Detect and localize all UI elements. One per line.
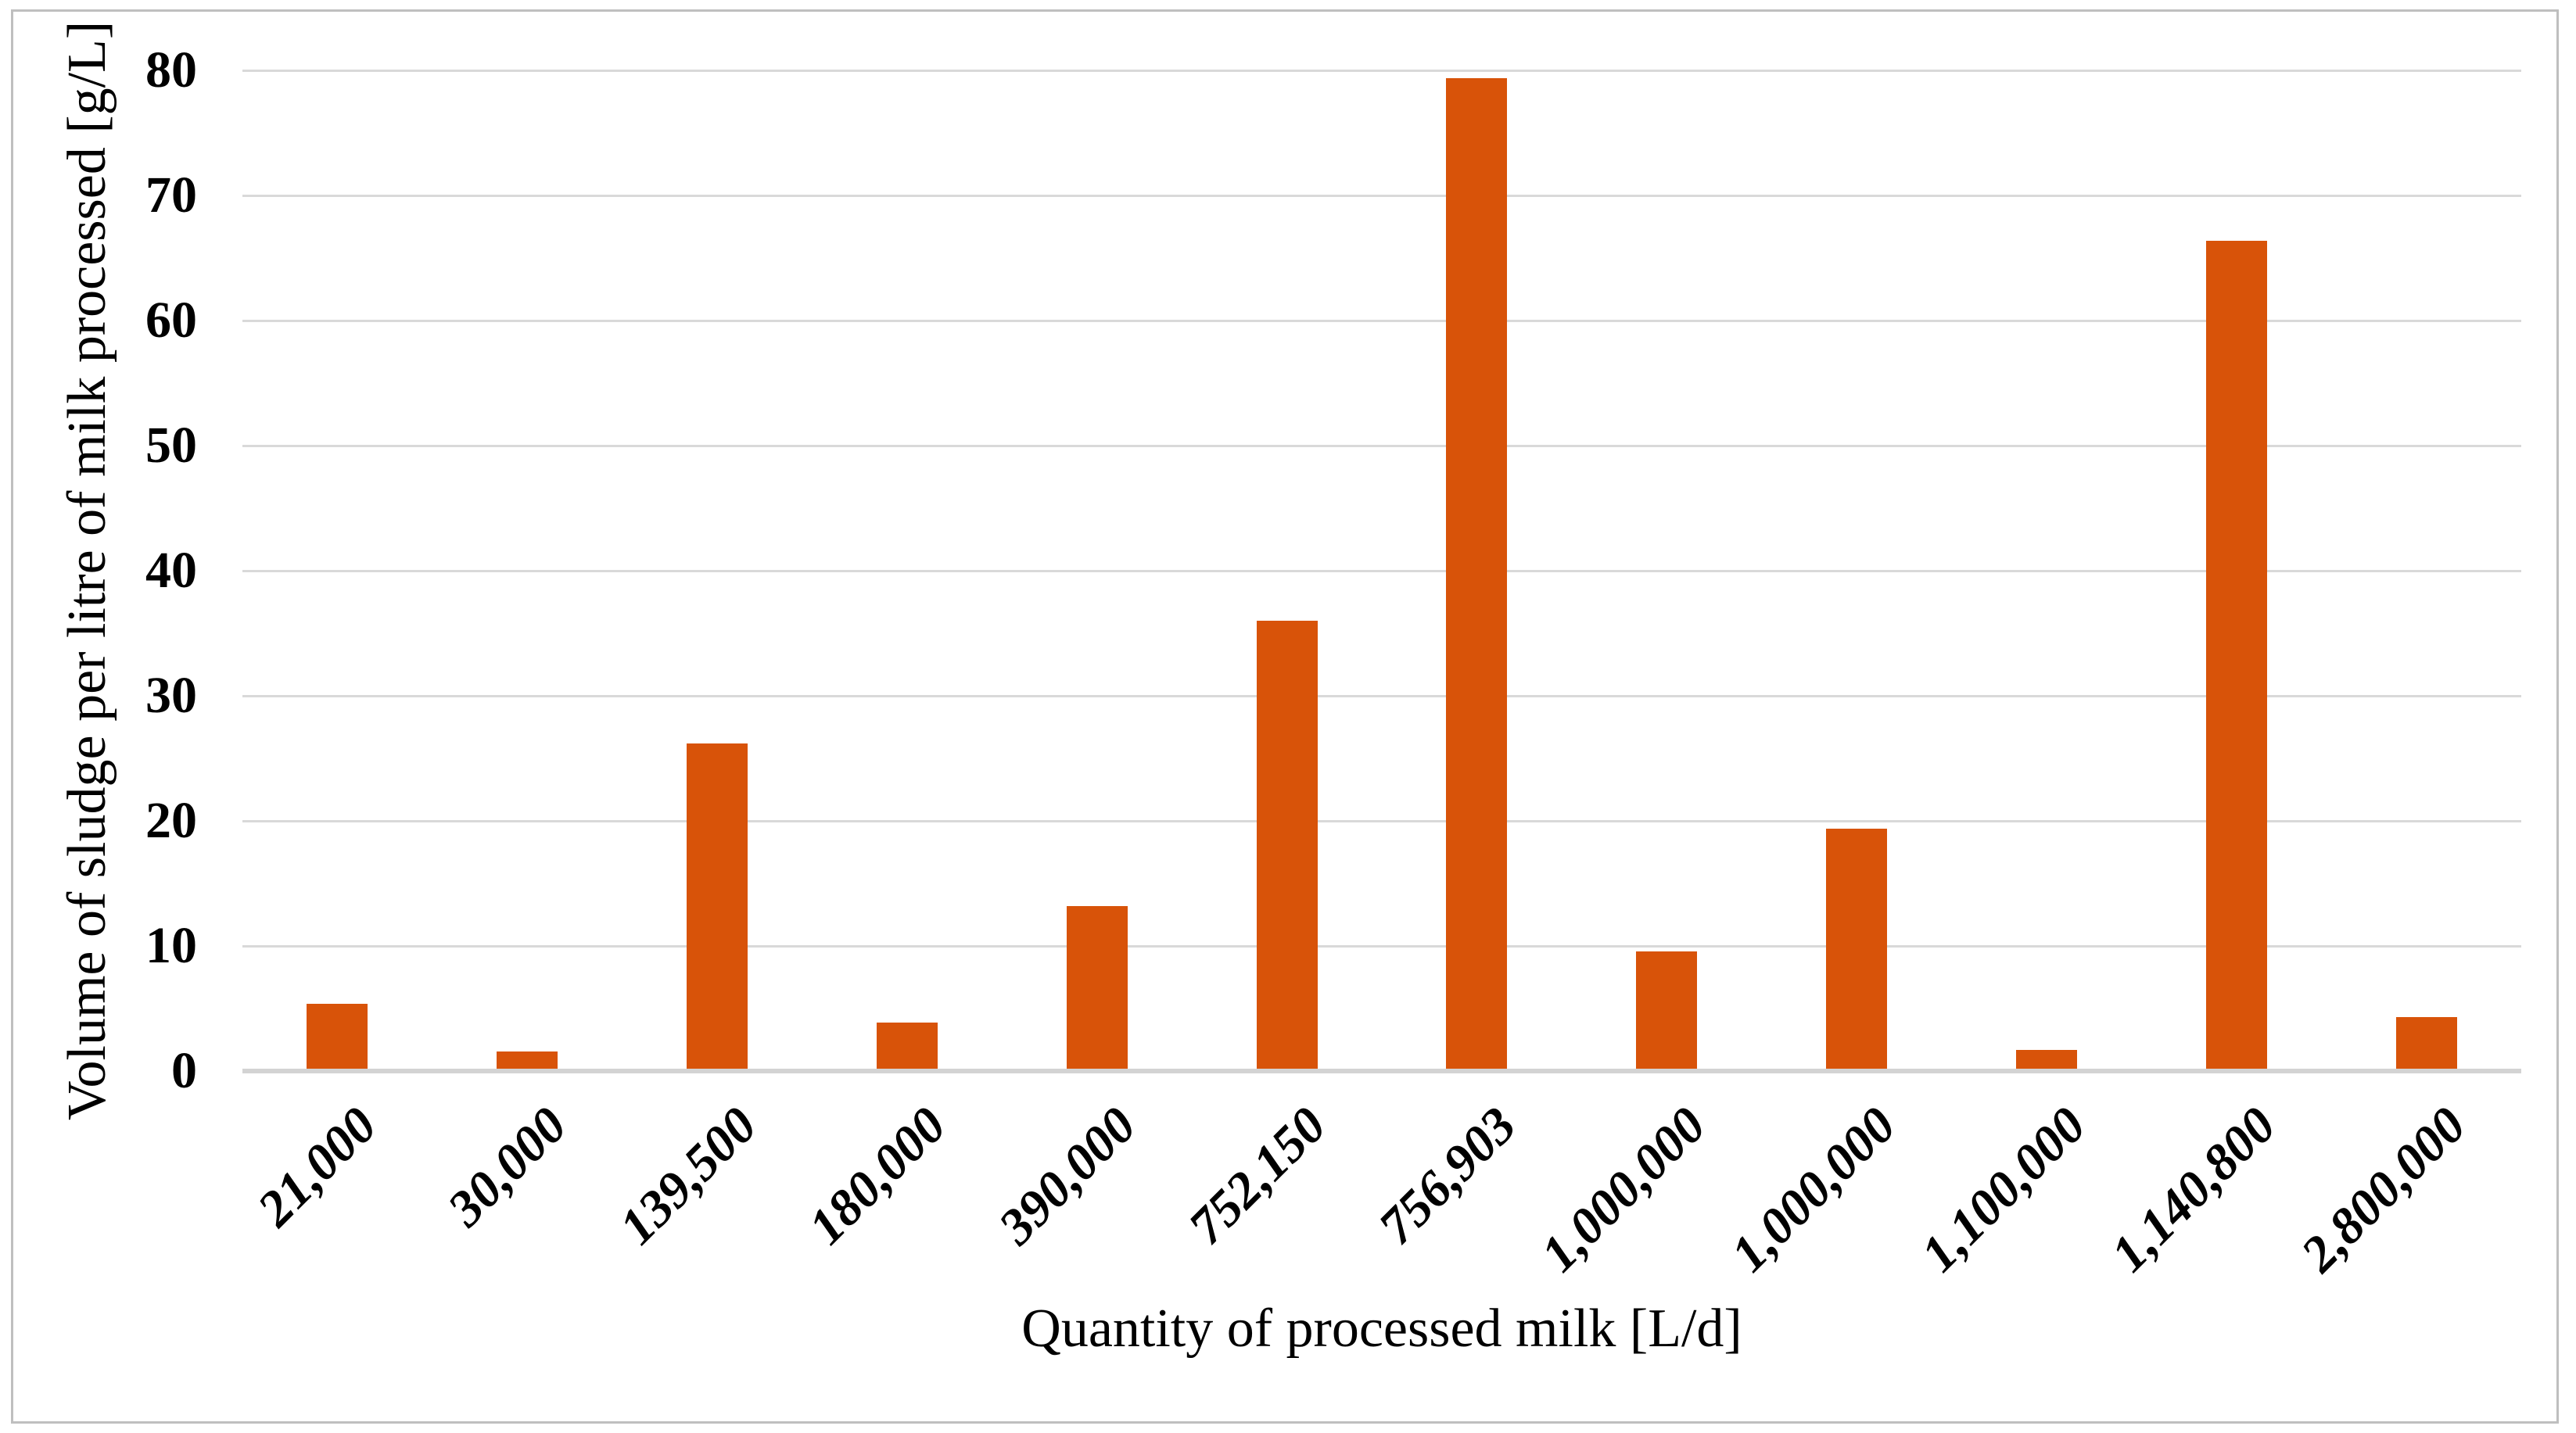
gridline (242, 444, 2521, 447)
bar-21,000 (307, 1003, 368, 1069)
figure-border (11, 9, 2559, 1424)
bar-139,500 (687, 743, 748, 1069)
x-axis-line (242, 1069, 2521, 1073)
y-tick-label: 70 (145, 167, 197, 224)
gridline (242, 69, 2521, 72)
y-tick-label: 50 (145, 417, 197, 474)
bar-1,140,800 (2205, 240, 2267, 1069)
y-tick-label: 60 (145, 292, 197, 349)
bar-1,000,000 (1826, 828, 1888, 1069)
bar-390,000 (1066, 906, 1128, 1069)
y-tick-label: 40 (145, 542, 197, 599)
gridline (242, 819, 2521, 822)
y-tick-label: 0 (171, 1042, 197, 1099)
y-tick-label: 80 (145, 41, 197, 99)
y-tick-label: 20 (145, 792, 197, 849)
bar-756,903 (1446, 77, 1508, 1069)
bar-1,100,000 (2015, 1050, 2077, 1069)
bar-30,000 (497, 1051, 558, 1069)
gridline (242, 694, 2521, 697)
x-axis-title: Quantity of processed milk [L/d] (1021, 1299, 1742, 1359)
gridline (242, 194, 2521, 197)
bar-1,000,000 (1636, 951, 1698, 1069)
gridline (242, 319, 2521, 322)
y-tick-label: 10 (145, 917, 197, 974)
bar-2,800,000 (2395, 1017, 2457, 1069)
bar-752,150 (1256, 621, 1318, 1069)
gridline (242, 944, 2521, 948)
gridline (242, 569, 2521, 572)
y-tick-label: 30 (145, 667, 197, 724)
plot-area (242, 69, 2521, 1073)
bar-180,000 (876, 1022, 938, 1069)
